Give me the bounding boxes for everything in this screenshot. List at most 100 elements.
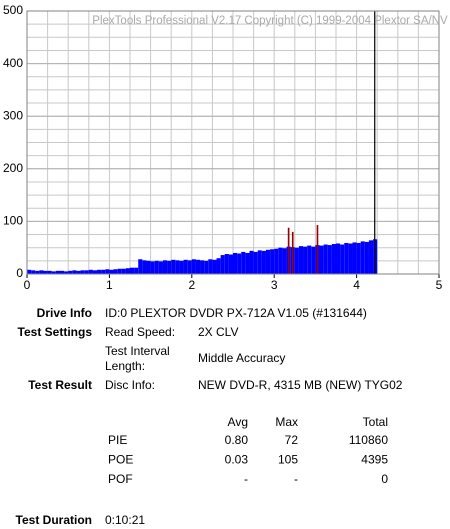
- bar: [92, 270, 98, 274]
- bar: [319, 245, 324, 274]
- bar: [59, 270, 65, 274]
- bar: [224, 254, 229, 274]
- bar: [265, 249, 271, 274]
- bar: [55, 270, 60, 274]
- y-tick-label: 200: [3, 161, 23, 175]
- bar: [191, 259, 196, 274]
- bar: [27, 269, 32, 274]
- bar: [76, 270, 81, 274]
- bar: [220, 255, 225, 274]
- bar: [287, 227, 290, 274]
- bar: [35, 270, 40, 274]
- cell: -: [294, 472, 298, 486]
- bar: [154, 260, 159, 274]
- bar: [97, 269, 102, 274]
- label: Test Result: [28, 378, 92, 392]
- bar: [43, 270, 48, 274]
- bar: [303, 246, 308, 274]
- bar: [311, 246, 316, 274]
- cell: 110860: [349, 433, 388, 447]
- column-header: Total: [363, 415, 388, 429]
- bar: [368, 240, 374, 274]
- bar: [183, 259, 188, 274]
- result-table: Avg Max Total PIE 0.80 72 110860 POE 0.03 105 4395…: [108, 415, 388, 486]
- bar: [88, 269, 93, 274]
- bar: [212, 259, 217, 274]
- bar: [195, 259, 201, 274]
- bar: [187, 260, 192, 274]
- bar: [208, 259, 213, 274]
- y-tick-label: 100: [3, 214, 23, 228]
- bar: [101, 269, 106, 274]
- bar: [39, 270, 44, 274]
- value: 0:10:21: [105, 513, 145, 527]
- bar: [316, 225, 319, 274]
- y-tick-label: 300: [3, 108, 23, 122]
- plot-border: [26, 10, 440, 275]
- bar: [228, 254, 233, 274]
- bar: [298, 246, 304, 274]
- bar: [72, 270, 77, 274]
- label: Test Duration: [16, 513, 92, 527]
- row-label: POE: [108, 453, 133, 467]
- bar: [80, 270, 85, 274]
- bar: [323, 244, 328, 274]
- bar: [31, 270, 36, 274]
- bar: [257, 250, 262, 274]
- bar: [121, 268, 126, 274]
- bar: [158, 261, 163, 274]
- bar: [340, 244, 345, 274]
- bar: [237, 253, 242, 274]
- x-tick-label: 4: [353, 278, 360, 292]
- bar: [134, 267, 139, 274]
- bar: [278, 247, 283, 274]
- bar: [125, 268, 130, 274]
- y-tick-label: 500: [3, 3, 23, 17]
- bar: [344, 242, 349, 274]
- bar: [270, 249, 275, 274]
- cell: 0.03: [225, 453, 249, 467]
- bar: [175, 260, 180, 274]
- value: 2X CLV: [198, 325, 238, 339]
- cell: 0: [381, 472, 388, 486]
- bar: [331, 244, 336, 274]
- bar: [261, 250, 266, 274]
- bar: [364, 241, 369, 274]
- cell: 105: [278, 453, 298, 467]
- label: Test Settings: [18, 325, 93, 339]
- x-tick-label: 5: [436, 278, 443, 292]
- label: Length:: [105, 359, 145, 373]
- cell: 0.80: [225, 433, 249, 447]
- bar: [356, 242, 361, 274]
- bar: [241, 251, 246, 274]
- cell: -: [244, 472, 248, 486]
- bar: [274, 248, 279, 274]
- bar: [117, 268, 122, 274]
- bar: [109, 269, 114, 274]
- bar: [167, 260, 172, 274]
- x-tick-label: 3: [271, 278, 278, 292]
- bar: [204, 260, 209, 274]
- bar: [352, 242, 357, 274]
- bar: [162, 260, 168, 274]
- chart-title: PlexTools Professional V2.17 Copyright (…: [92, 15, 448, 27]
- bar: [348, 243, 353, 274]
- label: Test Interval: [105, 344, 170, 358]
- bar: [47, 270, 52, 274]
- label: Drive Info: [37, 306, 92, 320]
- label: Disc Info:: [105, 378, 155, 392]
- bar: [84, 270, 89, 274]
- bar: [130, 267, 135, 274]
- bar: [113, 269, 118, 274]
- x-tick-label: 1: [106, 278, 113, 292]
- bar: [291, 231, 294, 274]
- y-tick-label: 0: [16, 266, 23, 280]
- bar: [105, 269, 110, 274]
- label: Read Speed:: [105, 325, 175, 339]
- bar: [68, 270, 73, 274]
- bar: [200, 260, 205, 274]
- bar: [171, 259, 176, 274]
- bar: [282, 248, 287, 274]
- cell: 72: [285, 433, 299, 447]
